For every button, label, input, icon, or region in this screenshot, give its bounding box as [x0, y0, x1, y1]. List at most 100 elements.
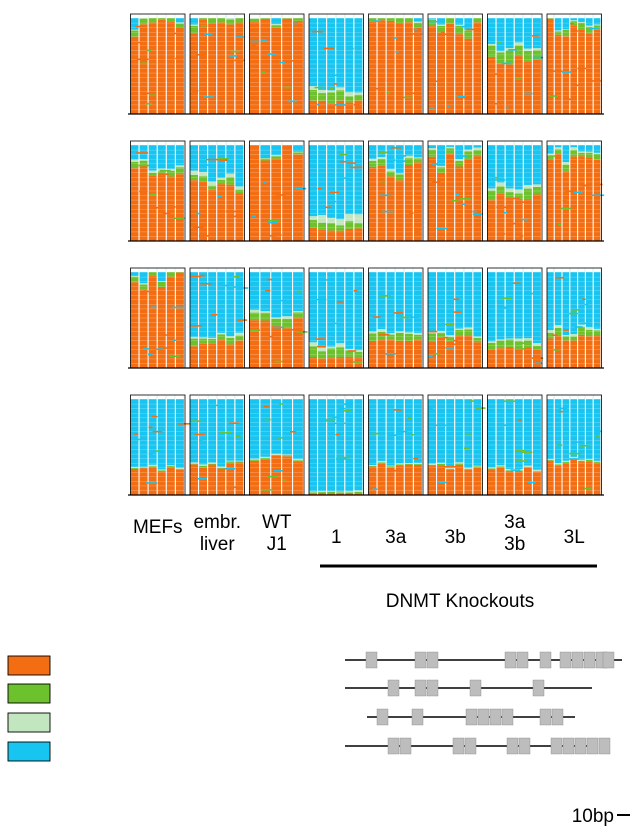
bar-segment-mm: [437, 32, 446, 115]
bar-segment-mu: [464, 327, 473, 330]
bar-segment-mu: [593, 328, 601, 331]
bar-segment-uu: [514, 14, 523, 43]
bar-segment-uu: [487, 268, 496, 342]
bar-segment-mm: [505, 64, 514, 114]
bar-segment-mu: [570, 147, 578, 151]
sample-header: [175, 14, 184, 18]
read-fragment: [513, 282, 521, 284]
bar-segment-mm: [532, 59, 541, 114]
bar-segment-uu: [309, 14, 317, 87]
bar-segment-um: [578, 326, 585, 335]
sample-header: [130, 14, 139, 18]
bar-segment-um: [208, 463, 217, 465]
sample-header: [562, 268, 570, 272]
read-fragment: [399, 155, 407, 157]
bar-segment-um: [190, 463, 198, 465]
read-fragment: [340, 177, 348, 179]
read-fragment: [172, 339, 177, 342]
read-fragment: [200, 24, 208, 27]
sample-header: [190, 141, 198, 145]
read-fragment: [273, 326, 284, 329]
read-fragment: [148, 353, 153, 356]
bar-segment-um: [464, 468, 473, 470]
read-fragment: [374, 87, 382, 90]
sample-header: [487, 268, 496, 272]
bar-segment-uu: [532, 395, 541, 470]
bar-segment-mm: [175, 272, 184, 368]
bar-segment-uu: [514, 395, 523, 470]
bar-segment-mu: [208, 337, 217, 339]
read-fragment: [573, 191, 583, 194]
bar-segment-mm: [309, 356, 317, 368]
bar-segment-mu: [345, 214, 354, 222]
bar-segment-um: [368, 465, 377, 467]
bar-segment-um: [404, 333, 413, 341]
bar-segment-um: [208, 15, 217, 24]
sample-header: [318, 141, 327, 145]
read-fragment: [237, 319, 248, 321]
read-fragment: [429, 106, 435, 109]
bar-segment-uu: [585, 395, 593, 460]
sample-header: [532, 14, 541, 18]
bar-segment-mu: [487, 43, 496, 46]
bar-segment-mm: [166, 21, 175, 114]
sample-header: [446, 141, 455, 145]
bar-segment-um: [199, 465, 208, 468]
read-fragment: [577, 67, 587, 70]
sample-header: [336, 141, 345, 145]
read-fragment: [379, 194, 391, 197]
sample-header: [446, 14, 455, 18]
bar-segment-mm: [345, 228, 354, 241]
read-fragment: [136, 152, 148, 154]
sample-header: [130, 268, 139, 272]
bar-segment-um: [336, 347, 345, 357]
bar-segment-mu: [532, 343, 541, 347]
bar-segment-mu: [271, 24, 282, 26]
bar-segment-mu: [130, 275, 139, 277]
cpg-box: [399, 737, 412, 755]
bar-segment-uu: [377, 395, 386, 461]
bar-segment-uu: [473, 395, 482, 466]
bar-segment-mm: [570, 459, 578, 495]
read-fragment: [506, 314, 510, 317]
cpg-box: [465, 708, 478, 726]
read-fragment: [171, 306, 184, 309]
bar-segment-mm: [271, 455, 282, 495]
bar-segment-uu: [318, 14, 327, 90]
bar-segment-mm: [505, 197, 514, 241]
read-fragment: [443, 336, 449, 339]
bar-segment-mu: [217, 332, 226, 335]
bar-segment-mm: [413, 162, 422, 241]
bar-segment-mm: [437, 337, 446, 368]
sample-header: [413, 395, 422, 399]
bar-segment-uu: [166, 395, 175, 466]
bar-segment-um: [354, 223, 363, 229]
bar-segment-um: [437, 333, 446, 338]
read-fragment: [269, 335, 274, 338]
bar-segment-um: [446, 15, 455, 24]
bar-segment-mu: [148, 464, 157, 467]
sample-header: [562, 141, 570, 145]
read-fragment: [327, 200, 337, 203]
bar-segment-mm: [217, 339, 226, 368]
bar-segment-mu: [570, 456, 578, 459]
bar-segment-um: [413, 463, 422, 465]
bar-segment-mu: [404, 155, 413, 159]
bar-segment-um: [547, 459, 554, 461]
read-fragment: [521, 218, 529, 221]
sample-header: [318, 14, 327, 18]
bar-segment-uu: [386, 141, 395, 169]
read-fragment: [148, 426, 153, 429]
bar-segment-mm: [368, 21, 377, 115]
read-fragment: [433, 352, 441, 355]
read-fragment: [594, 183, 603, 186]
bar-segment-mu: [413, 157, 422, 159]
bar-segment-mm: [554, 465, 562, 495]
bar-segment-uu: [496, 395, 505, 466]
bar-segment-um: [260, 158, 271, 161]
sample-header: [593, 268, 601, 272]
bar-segment-mu: [327, 346, 336, 349]
sample-header: [464, 14, 473, 18]
bar-segment-mm: [130, 36, 139, 114]
bar-segment-mu: [437, 165, 446, 168]
